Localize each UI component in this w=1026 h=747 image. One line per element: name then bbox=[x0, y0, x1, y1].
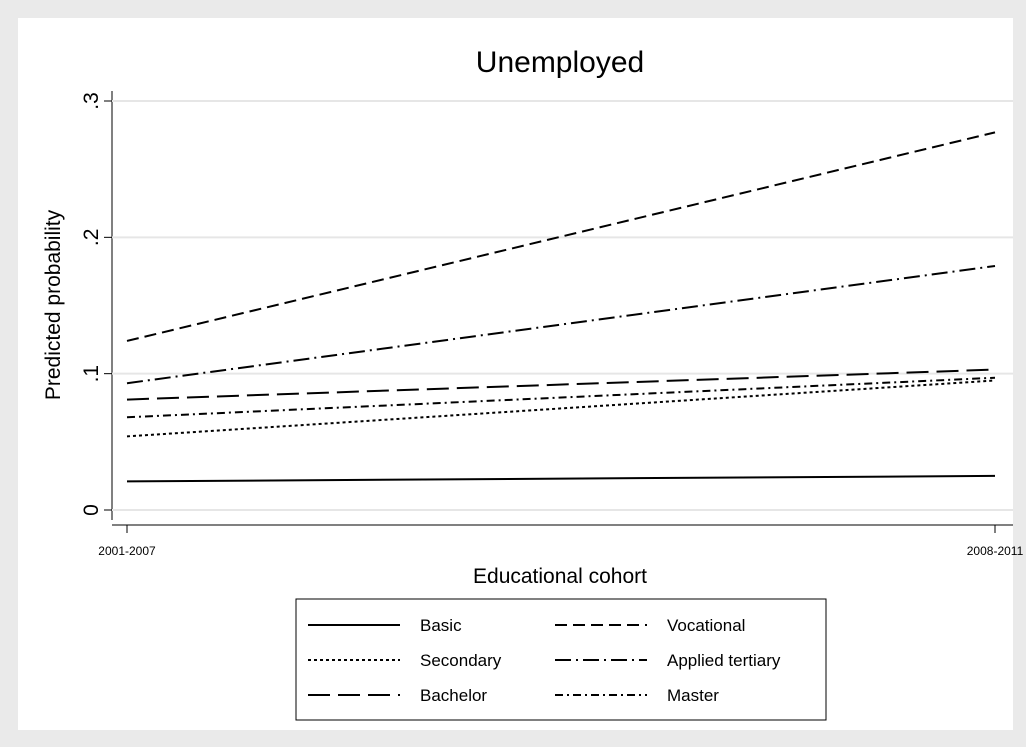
legend-label: Secondary bbox=[420, 651, 502, 670]
series-line bbox=[126, 474, 996, 483]
legend-label: Bachelor bbox=[420, 686, 487, 705]
y-tick-label: .3 bbox=[80, 92, 103, 110]
legend-label: Basic bbox=[420, 616, 462, 635]
legend-label: Applied tertiary bbox=[667, 651, 781, 670]
y-axis-label: Predicted probability bbox=[42, 209, 65, 400]
x-axis-label: Educational cohort bbox=[473, 565, 647, 588]
series-line bbox=[126, 368, 996, 401]
series-line bbox=[126, 131, 996, 342]
legend-label: Vocational bbox=[667, 616, 745, 635]
series-line bbox=[126, 264, 996, 385]
series-line bbox=[126, 376, 996, 419]
x-tick-label: 2008-2011 bbox=[967, 544, 1024, 558]
y-tick-label: .1 bbox=[80, 365, 103, 383]
legend-label: Master bbox=[667, 686, 719, 705]
x-tick-label: 2001-2007 bbox=[98, 544, 156, 558]
y-tick-label: 0 bbox=[80, 504, 103, 516]
y-tick-label: .2 bbox=[80, 229, 103, 247]
chart-title: Unemployed bbox=[476, 46, 644, 79]
series-line bbox=[126, 379, 996, 438]
